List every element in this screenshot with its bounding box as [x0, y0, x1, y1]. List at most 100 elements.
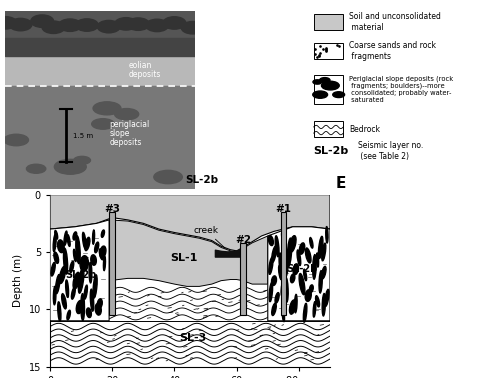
Polygon shape — [268, 227, 330, 321]
Ellipse shape — [76, 236, 80, 263]
Ellipse shape — [290, 300, 296, 314]
Bar — [314, 14, 344, 30]
Ellipse shape — [78, 268, 84, 293]
Ellipse shape — [82, 232, 86, 249]
Ellipse shape — [282, 232, 285, 245]
Ellipse shape — [100, 249, 103, 260]
Ellipse shape — [275, 293, 279, 303]
Text: eolian: eolian — [128, 61, 152, 70]
Ellipse shape — [154, 170, 182, 184]
Ellipse shape — [268, 235, 274, 246]
Ellipse shape — [58, 302, 61, 322]
Ellipse shape — [114, 18, 138, 30]
Ellipse shape — [313, 80, 322, 84]
Bar — [240, 243, 246, 315]
Ellipse shape — [313, 91, 328, 98]
Bar — [314, 75, 344, 104]
Bar — [5, 86, 195, 189]
Ellipse shape — [284, 277, 288, 302]
Ellipse shape — [94, 242, 98, 253]
Ellipse shape — [67, 310, 70, 320]
Ellipse shape — [92, 119, 114, 129]
Ellipse shape — [93, 102, 121, 115]
Ellipse shape — [80, 256, 88, 271]
Ellipse shape — [86, 308, 92, 318]
Ellipse shape — [62, 294, 66, 309]
Ellipse shape — [269, 282, 272, 302]
Ellipse shape — [51, 262, 55, 276]
Ellipse shape — [42, 21, 65, 34]
Ellipse shape — [104, 256, 106, 271]
Ellipse shape — [290, 274, 295, 283]
Polygon shape — [109, 220, 268, 287]
Ellipse shape — [318, 236, 323, 259]
Ellipse shape — [54, 160, 86, 174]
Ellipse shape — [31, 15, 54, 27]
Ellipse shape — [310, 237, 313, 248]
Text: SL-3: SL-3 — [180, 333, 206, 343]
Ellipse shape — [288, 238, 292, 266]
Ellipse shape — [275, 236, 279, 257]
Text: slope: slope — [110, 129, 130, 138]
Ellipse shape — [74, 249, 76, 262]
Ellipse shape — [333, 92, 344, 98]
Ellipse shape — [100, 246, 106, 258]
Ellipse shape — [304, 269, 306, 281]
Ellipse shape — [102, 230, 104, 237]
Bar — [314, 43, 344, 59]
Ellipse shape — [281, 277, 285, 296]
Ellipse shape — [72, 287, 76, 299]
Text: Coarse sands and rock
 fragments: Coarse sands and rock fragments — [349, 42, 436, 61]
Ellipse shape — [81, 294, 84, 321]
Ellipse shape — [60, 266, 66, 284]
Ellipse shape — [310, 285, 314, 293]
Ellipse shape — [306, 248, 311, 263]
Polygon shape — [50, 195, 330, 251]
Text: 1.5 m: 1.5 m — [74, 133, 94, 139]
Ellipse shape — [272, 303, 276, 316]
Ellipse shape — [163, 17, 186, 29]
Ellipse shape — [66, 280, 68, 297]
Ellipse shape — [278, 266, 282, 280]
Ellipse shape — [84, 285, 87, 299]
Ellipse shape — [316, 296, 320, 307]
Ellipse shape — [73, 272, 80, 289]
Polygon shape — [50, 220, 109, 321]
Text: SL-2b: SL-2b — [66, 270, 96, 280]
Ellipse shape — [90, 289, 94, 311]
Bar — [5, 38, 195, 56]
Ellipse shape — [55, 231, 58, 239]
Ellipse shape — [26, 164, 46, 173]
Ellipse shape — [93, 275, 97, 298]
Text: SL-2b: SL-2b — [185, 175, 218, 184]
Ellipse shape — [67, 235, 70, 246]
Ellipse shape — [70, 261, 74, 273]
Ellipse shape — [98, 299, 102, 308]
Ellipse shape — [181, 22, 204, 34]
Ellipse shape — [146, 19, 169, 32]
Ellipse shape — [305, 290, 312, 301]
Ellipse shape — [56, 274, 60, 294]
Ellipse shape — [319, 271, 322, 293]
Ellipse shape — [290, 235, 296, 252]
Text: #1: #1 — [276, 204, 291, 214]
Ellipse shape — [322, 293, 326, 316]
Text: Soil and unconsolidated
 material: Soil and unconsolidated material — [349, 12, 440, 32]
Text: SL-1: SL-1 — [170, 253, 198, 263]
Text: W: W — [19, 176, 36, 191]
Text: creek: creek — [193, 226, 226, 248]
Ellipse shape — [304, 303, 307, 322]
Text: periglacial: periglacial — [110, 120, 150, 129]
Text: Seismic layer no.
 (see Table 2): Seismic layer no. (see Table 2) — [358, 141, 424, 161]
Ellipse shape — [92, 230, 94, 244]
Ellipse shape — [322, 243, 326, 261]
Ellipse shape — [322, 81, 339, 90]
Ellipse shape — [313, 302, 316, 317]
Ellipse shape — [294, 294, 297, 313]
Ellipse shape — [300, 243, 304, 254]
Bar — [5, 50, 195, 86]
Ellipse shape — [76, 301, 83, 314]
Ellipse shape — [76, 19, 98, 31]
Ellipse shape — [325, 289, 329, 307]
Text: SL-2b: SL-2b — [314, 146, 349, 156]
